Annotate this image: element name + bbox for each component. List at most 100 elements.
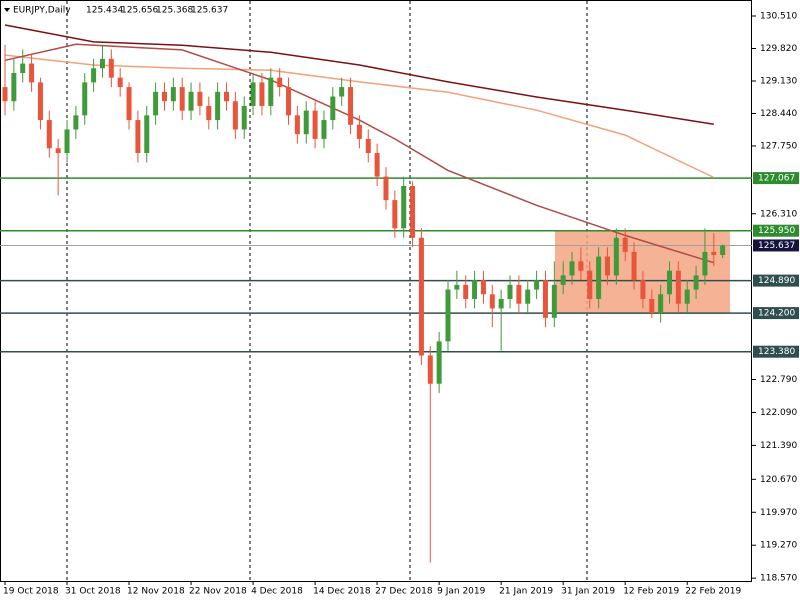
x-tick-label: 31 Oct 2018 bbox=[65, 587, 121, 597]
candle-body bbox=[622, 237, 628, 252]
candle-body bbox=[649, 298, 655, 314]
axis-layer: 130.510 129.820 129.130 128.440 127.750 126.3… bbox=[3, 12, 799, 597]
moving-average bbox=[4, 43, 715, 264]
candle-body bbox=[498, 298, 504, 309]
candle-body bbox=[197, 91, 203, 106]
y-tick-label: 126.310 bbox=[760, 209, 797, 219]
y-tick-label: 120.670 bbox=[760, 475, 797, 485]
x-tick-label: 27 Dec 2018 bbox=[375, 587, 433, 597]
candle-body bbox=[46, 120, 52, 149]
candle-body bbox=[268, 77, 274, 106]
x-tick-label: 22 Nov 2018 bbox=[189, 587, 247, 597]
y-tick-label: 119.270 bbox=[760, 541, 797, 551]
candle-body bbox=[2, 87, 8, 102]
current-price-label: 125.637 bbox=[758, 241, 795, 251]
candle-body bbox=[436, 341, 442, 384]
candle-body bbox=[542, 280, 548, 318]
moving-average bbox=[4, 24, 714, 126]
header-close: 125.637 bbox=[191, 6, 228, 16]
candle-body bbox=[73, 115, 79, 130]
y-tick-label: 121.390 bbox=[760, 441, 797, 451]
candle-body bbox=[224, 91, 229, 102]
candle-body bbox=[702, 251, 708, 276]
level-label: 124.200 bbox=[758, 309, 795, 319]
candle-body bbox=[356, 124, 362, 139]
level-label-box bbox=[753, 345, 799, 358]
y-tick-label: 130.510 bbox=[760, 12, 797, 22]
moving-average bbox=[4, 54, 715, 179]
candle-body bbox=[640, 280, 646, 299]
candle-body bbox=[720, 245, 726, 255]
candle-body bbox=[454, 284, 460, 290]
levels-layer bbox=[0, 177, 752, 353]
x-tick-label: 21 Jan 2019 bbox=[499, 587, 553, 597]
level-label: 124.890 bbox=[758, 276, 795, 286]
x-tick-label: 31 Jan 2019 bbox=[561, 587, 615, 597]
lines-layer bbox=[4, 24, 715, 264]
candle-body bbox=[135, 120, 141, 154]
candle-body bbox=[64, 129, 70, 154]
level-label-box bbox=[753, 172, 799, 185]
candles-layer bbox=[2, 44, 726, 563]
candle-body bbox=[667, 270, 672, 295]
y-tick-label: 118.570 bbox=[760, 574, 797, 584]
level-label: 123.380 bbox=[758, 347, 795, 357]
y-tick-label: 122.090 bbox=[760, 408, 797, 418]
y-tick-label: 127.750 bbox=[760, 141, 797, 151]
candle-body bbox=[339, 87, 345, 97]
candle-body bbox=[613, 237, 619, 276]
symbol-title: EURJPY,Daily bbox=[13, 6, 71, 16]
x-tick-label: 12 Feb 2019 bbox=[623, 587, 679, 597]
candle-body bbox=[11, 72, 17, 102]
candle-body bbox=[286, 87, 292, 116]
candle-body bbox=[29, 63, 35, 83]
header-icon bbox=[4, 8, 10, 12]
candle-body bbox=[108, 58, 114, 78]
candle-body bbox=[675, 270, 681, 304]
candle-body bbox=[569, 261, 575, 276]
candle-body bbox=[294, 115, 300, 135]
y-tick-label: 129.820 bbox=[760, 44, 797, 54]
y-tick-label: 129.130 bbox=[760, 76, 797, 86]
candle-body bbox=[365, 138, 371, 154]
candle-body bbox=[259, 82, 265, 106]
candle-body bbox=[117, 77, 123, 88]
header: EURJPY,Daily 125.434 125.656 125.368 125… bbox=[4, 6, 228, 16]
candle-body bbox=[277, 77, 283, 88]
x-tick-label: 4 Dec 2018 bbox=[251, 587, 303, 597]
current-price-box bbox=[753, 239, 799, 252]
candle-body bbox=[82, 82, 88, 116]
candle-body bbox=[631, 251, 637, 281]
level-label: 127.067 bbox=[758, 174, 795, 184]
candle-body bbox=[348, 87, 354, 125]
candle-body bbox=[330, 96, 336, 121]
candle-body bbox=[312, 110, 318, 139]
candle-body bbox=[303, 110, 309, 135]
candle-body bbox=[560, 275, 566, 285]
candle-body bbox=[188, 91, 194, 111]
candle-body bbox=[684, 289, 690, 304]
candle-body bbox=[392, 200, 398, 229]
candle-body bbox=[241, 105, 247, 130]
candle-body bbox=[507, 284, 513, 299]
candle-body bbox=[55, 148, 61, 154]
candle-body bbox=[551, 284, 557, 318]
candle-body bbox=[215, 91, 221, 121]
y-tick-label: 128.440 bbox=[760, 109, 797, 119]
candle-body bbox=[418, 237, 424, 356]
candle-body bbox=[37, 82, 43, 121]
candle-body bbox=[410, 185, 416, 238]
candle-body bbox=[525, 289, 531, 304]
candle-body bbox=[578, 261, 584, 271]
candle-body bbox=[99, 58, 105, 69]
candle-body bbox=[144, 115, 150, 154]
x-tick-label: 22 Feb 2019 bbox=[685, 587, 741, 597]
candle-body bbox=[711, 251, 717, 255]
candle-body bbox=[401, 185, 407, 229]
candle-body bbox=[445, 289, 451, 342]
candle-body bbox=[20, 63, 26, 73]
candle-body bbox=[161, 91, 167, 102]
candle-body bbox=[91, 68, 97, 83]
x-tick-label: 12 Nov 2018 bbox=[127, 587, 185, 597]
